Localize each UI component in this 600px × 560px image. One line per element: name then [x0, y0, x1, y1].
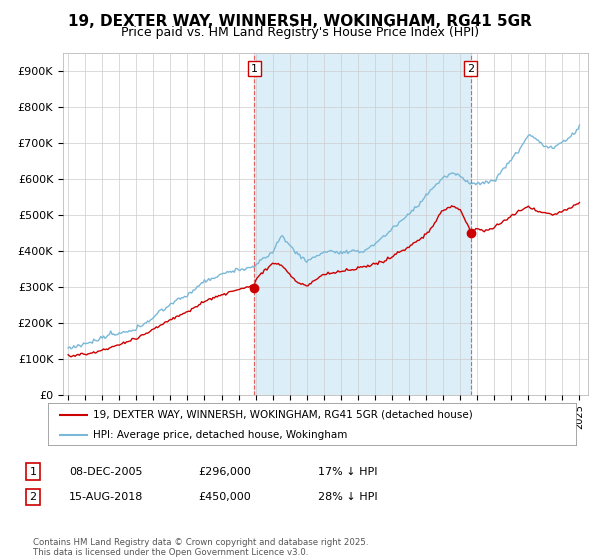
Text: 08-DEC-2005: 08-DEC-2005: [69, 466, 143, 477]
Text: £450,000: £450,000: [198, 492, 251, 502]
Text: 2: 2: [29, 492, 37, 502]
Text: £296,000: £296,000: [198, 466, 251, 477]
Text: HPI: Average price, detached house, Wokingham: HPI: Average price, detached house, Woki…: [93, 430, 347, 440]
Text: 28% ↓ HPI: 28% ↓ HPI: [318, 492, 377, 502]
Text: Contains HM Land Registry data © Crown copyright and database right 2025.
This d: Contains HM Land Registry data © Crown c…: [33, 538, 368, 557]
Text: 2: 2: [467, 64, 474, 73]
Text: 19, DEXTER WAY, WINNERSH, WOKINGHAM, RG41 5GR: 19, DEXTER WAY, WINNERSH, WOKINGHAM, RG4…: [68, 14, 532, 29]
Text: Price paid vs. HM Land Registry's House Price Index (HPI): Price paid vs. HM Land Registry's House …: [121, 26, 479, 39]
Bar: [254, 53, 471, 395]
Text: 15-AUG-2018: 15-AUG-2018: [69, 492, 143, 502]
Text: 19, DEXTER WAY, WINNERSH, WOKINGHAM, RG41 5GR (detached house): 19, DEXTER WAY, WINNERSH, WOKINGHAM, RG4…: [93, 410, 473, 420]
Text: 1: 1: [251, 64, 258, 73]
Text: 1: 1: [29, 466, 37, 477]
Text: 17% ↓ HPI: 17% ↓ HPI: [318, 466, 377, 477]
